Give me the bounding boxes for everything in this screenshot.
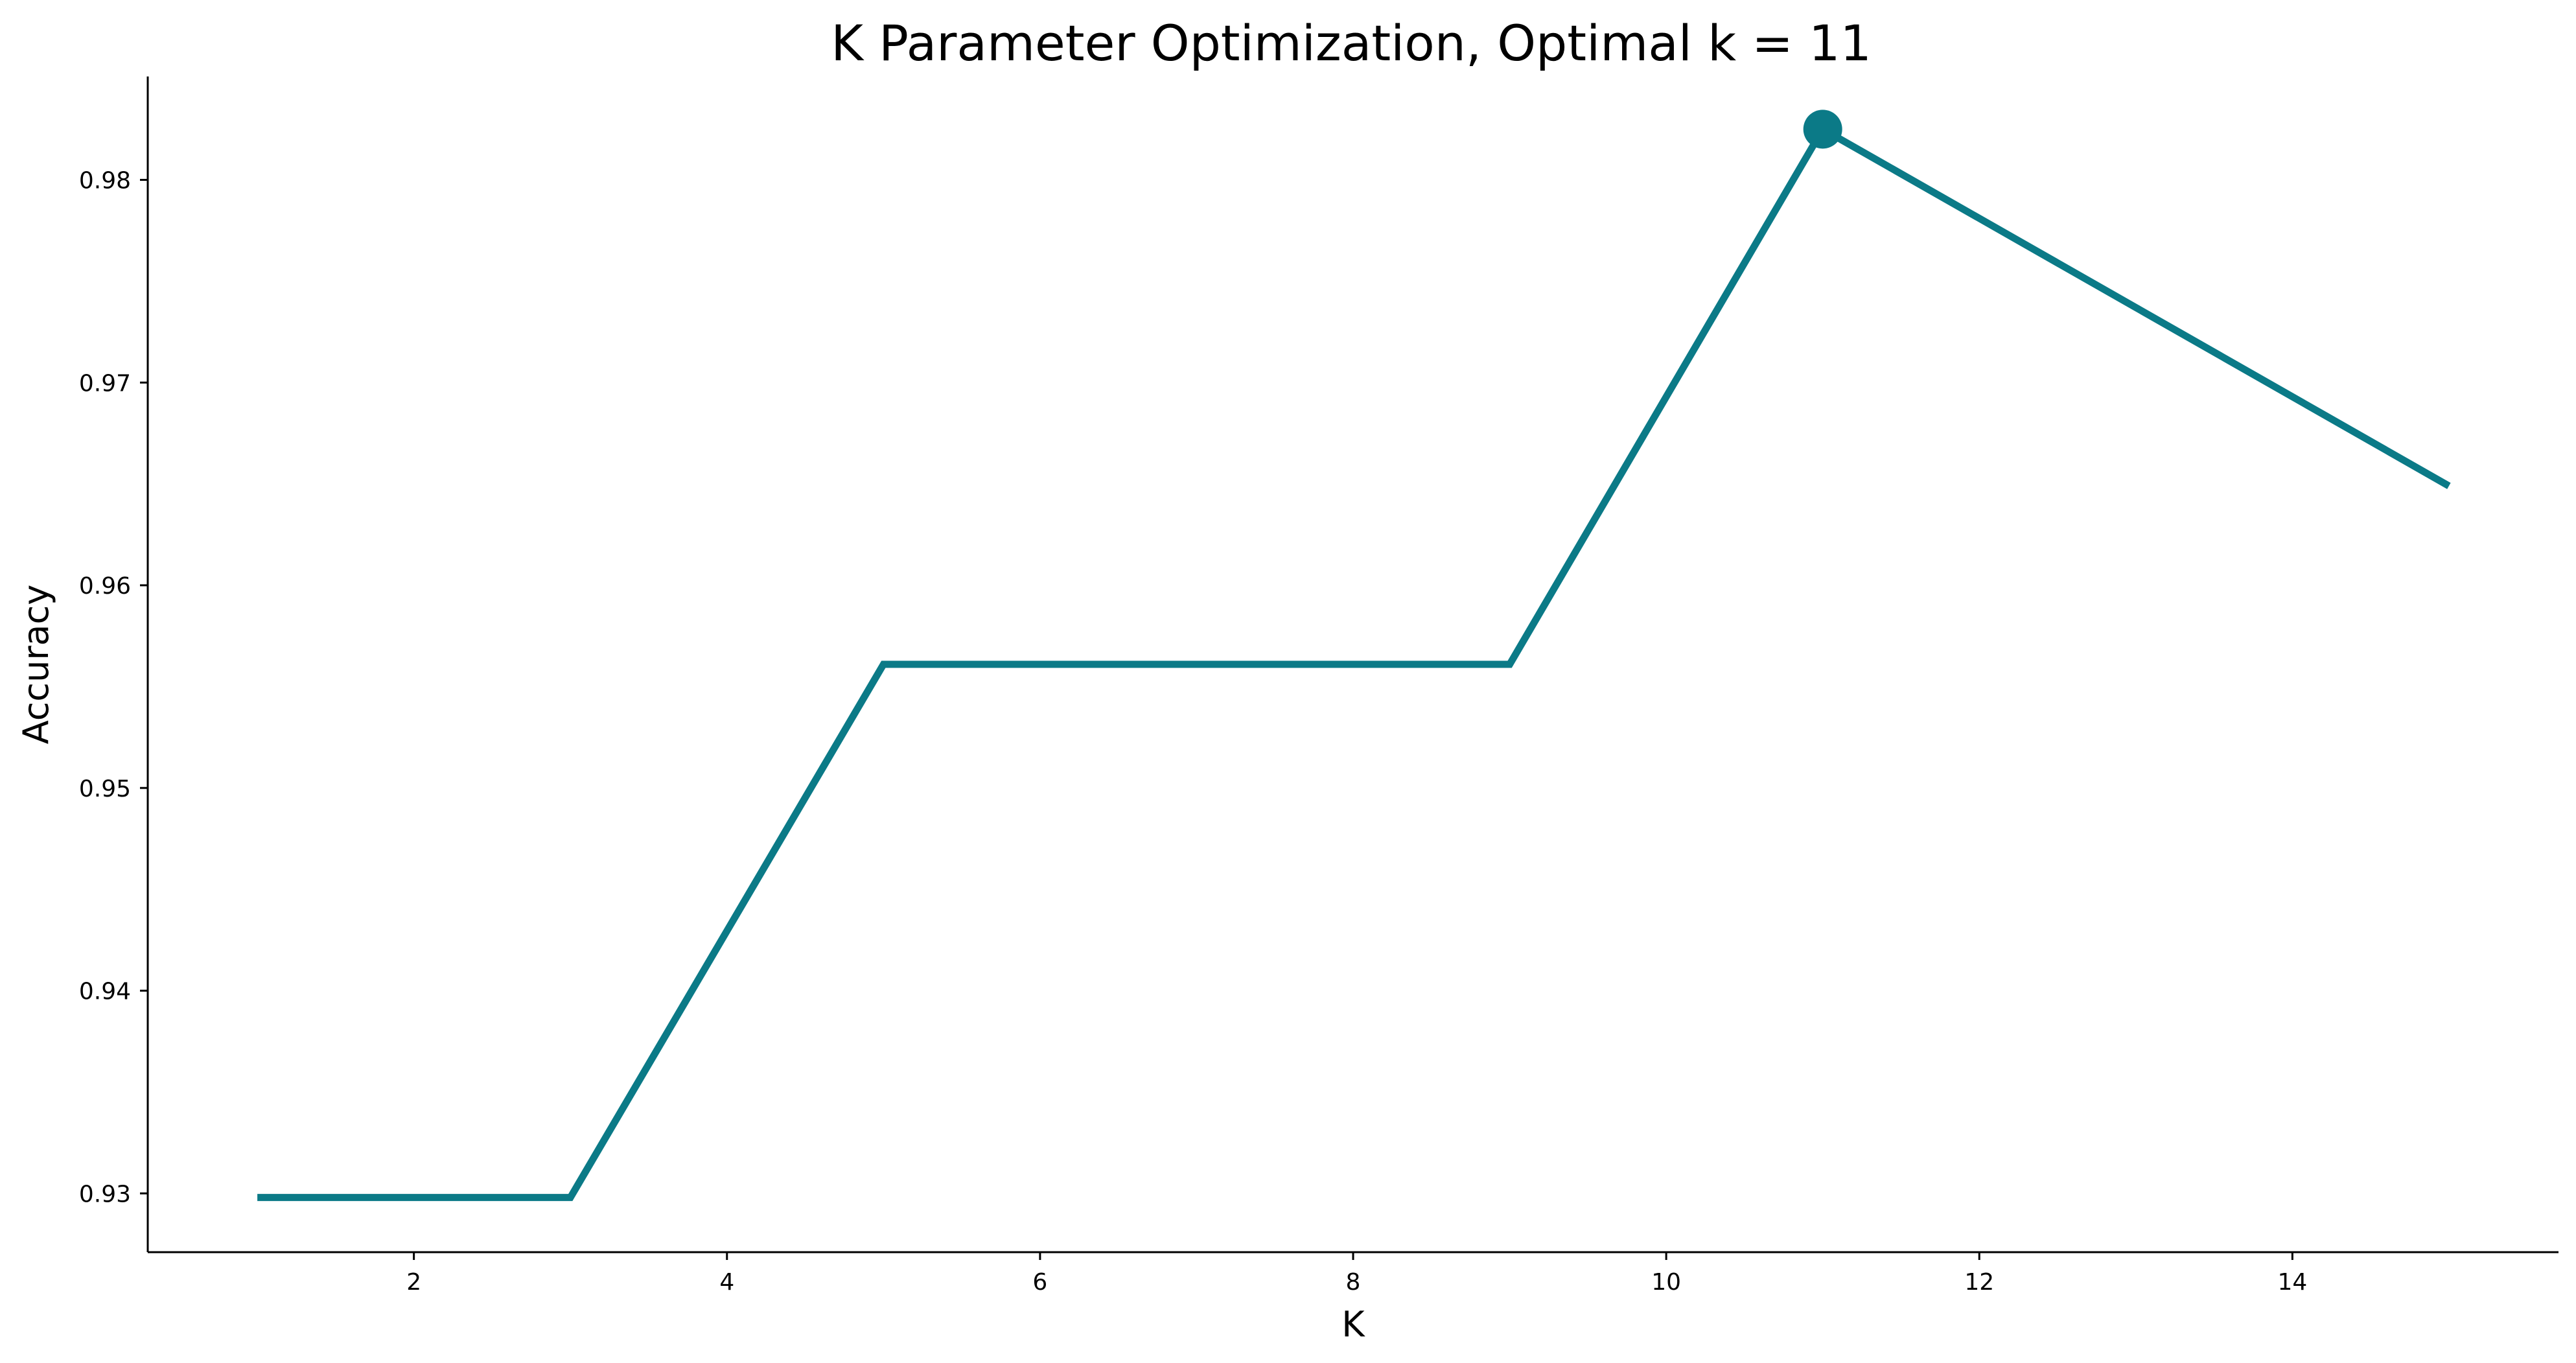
y-tick-label: 0.97 xyxy=(79,370,131,397)
x-tick-label: 14 xyxy=(2277,1269,2307,1296)
y-tick-label: 0.93 xyxy=(79,1181,131,1207)
y-axis-label: Accuracy xyxy=(16,585,56,745)
x-tick-label: 6 xyxy=(1032,1269,1047,1296)
y-tick-label: 0.95 xyxy=(79,776,131,802)
x-tick-label: 12 xyxy=(1964,1269,1994,1296)
y-ticks: 0.93 0.94 0.95 0.96 0.97 0.98 xyxy=(79,168,148,1207)
x-tick-label: 10 xyxy=(1651,1269,1681,1296)
x-tick-label: 2 xyxy=(406,1269,421,1296)
x-tick-label: 4 xyxy=(719,1269,734,1296)
x-axis-label: K xyxy=(1341,1304,1365,1345)
x-tick-label: 8 xyxy=(1346,1269,1361,1296)
accuracy-series-line xyxy=(257,124,2451,1202)
y-tick-label: 0.94 xyxy=(79,979,131,1005)
optimal-k-marker xyxy=(1803,110,1842,149)
y-tick-label: 0.98 xyxy=(79,168,131,194)
chart-title: K Parameter Optimization, Optimal k = 11 xyxy=(831,14,1872,72)
x-ticks: 2 4 6 8 10 12 14 xyxy=(406,1252,2307,1296)
y-tick-label: 0.96 xyxy=(79,573,131,600)
